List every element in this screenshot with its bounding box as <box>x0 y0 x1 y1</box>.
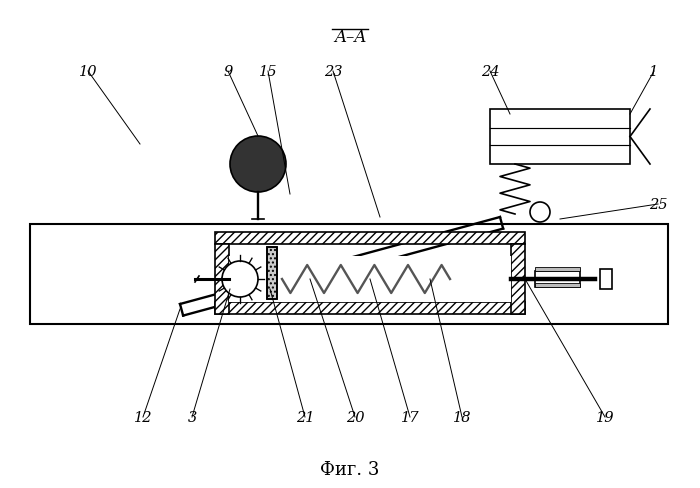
Text: 24: 24 <box>481 65 499 79</box>
Text: 21: 21 <box>296 410 314 424</box>
Text: 1: 1 <box>650 65 659 79</box>
Text: 25: 25 <box>649 198 667 212</box>
Text: 12: 12 <box>134 410 153 424</box>
Bar <box>267 247 277 299</box>
Text: 18: 18 <box>453 410 471 424</box>
Bar <box>30 224 668 325</box>
Bar <box>215 303 525 314</box>
Bar <box>215 244 229 314</box>
Bar <box>535 271 580 287</box>
Bar <box>267 247 277 299</box>
Bar <box>535 284 580 287</box>
Bar <box>229 257 511 303</box>
Text: 20: 20 <box>346 410 364 424</box>
Text: Фиг. 3: Фиг. 3 <box>321 460 379 478</box>
Text: 3: 3 <box>188 410 197 424</box>
Circle shape <box>230 137 286 193</box>
Circle shape <box>530 203 550 223</box>
Circle shape <box>222 262 258 297</box>
Bar <box>490 110 630 164</box>
Text: 17: 17 <box>401 410 419 424</box>
Text: 19: 19 <box>596 410 615 424</box>
Text: A–A: A–A <box>334 29 366 46</box>
Text: 15: 15 <box>259 65 277 79</box>
Text: 9: 9 <box>223 65 232 79</box>
Bar <box>511 244 525 314</box>
Text: 10: 10 <box>79 65 97 79</box>
Bar <box>600 269 612 289</box>
Bar <box>215 232 525 244</box>
Text: 23: 23 <box>324 65 342 79</box>
Bar <box>535 267 580 271</box>
